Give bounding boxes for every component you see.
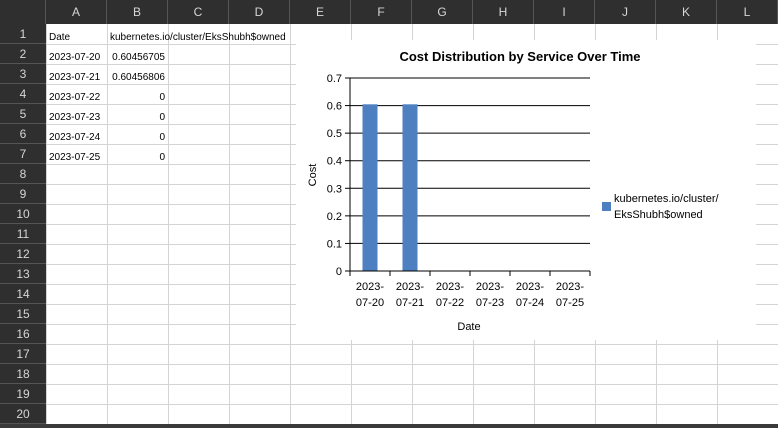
- y-tick-label: 0.1: [327, 238, 342, 250]
- x-tick-label: 2023-: [396, 281, 424, 293]
- x-tick-label: 07-23: [476, 297, 504, 309]
- column-header-g[interactable]: G: [412, 0, 473, 24]
- row-header-10[interactable]: 10: [0, 204, 46, 224]
- y-tick-label: 0.6: [327, 101, 342, 113]
- row-header-4[interactable]: 4: [0, 84, 46, 104]
- chart-axes: [345, 77, 591, 276]
- cell-A5[interactable]: 2023-07-23: [49, 112, 101, 123]
- row-header-13[interactable]: 13: [0, 264, 46, 284]
- x-tick-label: 2023-: [516, 281, 544, 293]
- y-tick-label: 0.5: [327, 128, 342, 140]
- row-header-15[interactable]: 15: [0, 304, 46, 324]
- row-header-8[interactable]: 8: [0, 164, 46, 184]
- x-tick-label: 2023-: [356, 281, 384, 293]
- cost-chart[interactable]: Cost Distribution by Service Over Time C…: [296, 40, 756, 340]
- cell-B5[interactable]: 0: [159, 112, 165, 123]
- x-tick-label: 2023-: [556, 281, 584, 293]
- row-header-12[interactable]: 12: [0, 244, 46, 264]
- cell-B4[interactable]: 0: [159, 92, 165, 103]
- column-header-k[interactable]: K: [656, 0, 717, 24]
- row-header-7[interactable]: 7: [0, 144, 46, 164]
- column-header-e[interactable]: E: [290, 0, 351, 24]
- x-tick-label: 2023-: [436, 281, 464, 293]
- bar-2023-07-20: [362, 104, 378, 271]
- x-tick-label: 2023-: [476, 281, 504, 293]
- row-header-6[interactable]: 6: [0, 124, 46, 144]
- column-header-j[interactable]: J: [595, 0, 656, 24]
- chart-legend: kubernetes.io/cluster/EksShubh$owned: [602, 193, 719, 221]
- row-header-3[interactable]: 3: [0, 64, 46, 84]
- y-tick-label: 0.3: [327, 183, 342, 195]
- cell-A4[interactable]: 2023-07-22: [49, 92, 101, 103]
- x-tick-label: 07-24: [516, 297, 544, 309]
- row-header-5[interactable]: 5: [0, 104, 46, 124]
- row-header-18[interactable]: 18: [0, 364, 46, 384]
- x-tick-label: 07-25: [556, 297, 584, 309]
- cell-B6[interactable]: 0: [159, 132, 165, 143]
- column-header-h[interactable]: H: [473, 0, 534, 24]
- select-all-corner[interactable]: [0, 0, 46, 24]
- row-header-9[interactable]: 9: [0, 184, 46, 204]
- y-tick-labels: 0 0.1 0.2 0.3 0.4 0.5 0.6 0.7: [327, 73, 342, 278]
- column-header-d[interactable]: D: [229, 0, 290, 24]
- column-header-c[interactable]: C: [168, 0, 229, 24]
- column-header-l[interactable]: L: [717, 0, 778, 24]
- chart-svg: Cost Distribution by Service Over Time C…: [296, 40, 756, 340]
- column-header-b[interactable]: B: [107, 0, 168, 24]
- cell-A1[interactable]: Date: [49, 32, 71, 43]
- column-header-i[interactable]: I: [534, 0, 595, 24]
- row-header-16[interactable]: 16: [0, 324, 46, 344]
- row-header-19[interactable]: 19: [0, 384, 46, 404]
- y-tick-label: 0.7: [327, 73, 342, 85]
- cell-A7[interactable]: 2023-07-25: [49, 152, 101, 163]
- x-tick-label: 07-22: [436, 297, 464, 309]
- row-header-11[interactable]: 11: [0, 224, 46, 244]
- bar-2023-07-21: [402, 104, 418, 271]
- legend-label: kubernetes.io/cluster/: [614, 193, 719, 205]
- cell-B3[interactable]: 0.60456806: [112, 72, 165, 83]
- row-header-20[interactable]: 20: [0, 404, 46, 424]
- x-tick-label: 07-20: [356, 297, 384, 309]
- row-header-2[interactable]: 2: [0, 44, 46, 64]
- bottom-strip: [0, 424, 778, 428]
- row-gridline: [46, 344, 778, 345]
- row-header-1[interactable]: 1: [0, 24, 46, 44]
- legend-swatch: [602, 202, 611, 211]
- y-axis-label: Cost: [307, 164, 319, 187]
- cell-A6[interactable]: 2023-07-24: [49, 132, 101, 143]
- legend-label: EksShubh$owned: [614, 209, 703, 221]
- column-header-f[interactable]: F: [351, 0, 412, 24]
- row-header-17[interactable]: 17: [0, 344, 46, 364]
- y-tick-label: 0.2: [327, 211, 342, 223]
- x-tick-labels: 2023- 07-20 2023- 07-21 2023- 07-22 2023- 07-23…: [356, 281, 584, 309]
- row-gridline: [46, 384, 778, 385]
- row-gridline: [46, 364, 778, 365]
- y-tick-label: 0: [336, 266, 342, 278]
- cell-A3[interactable]: 2023-07-21: [49, 72, 101, 83]
- chart-bars: [362, 104, 418, 271]
- x-tick-label: 07-21: [396, 297, 424, 309]
- row-gridline: [46, 404, 778, 405]
- cell-B2[interactable]: 0.60456705: [112, 52, 165, 63]
- chart-title: Cost Distribution by Service Over Time: [399, 49, 640, 64]
- chart-gridlines: [350, 77, 590, 244]
- cell-B1[interactable]: kubernetes.io/cluster/EksShubh$owned: [110, 32, 286, 43]
- column-header-a[interactable]: A: [46, 0, 107, 24]
- x-axis-label: Date: [457, 321, 480, 333]
- y-tick-label: 0.4: [327, 156, 342, 168]
- row-header-14[interactable]: 14: [0, 284, 46, 304]
- cell-A2[interactable]: 2023-07-20: [49, 52, 101, 63]
- cell-B7[interactable]: 0: [159, 152, 165, 163]
